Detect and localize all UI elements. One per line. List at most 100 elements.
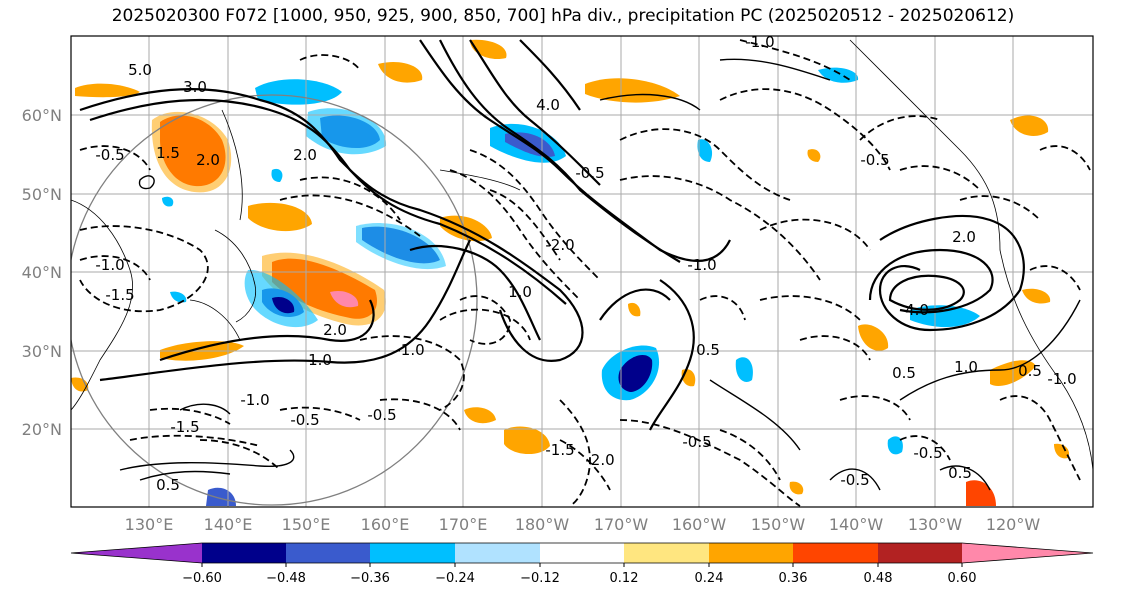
shade-blue	[255, 79, 342, 105]
lon-label: 160°W	[672, 515, 727, 534]
colorbar-tick-label: −0.36	[350, 571, 390, 586]
shade-orange	[248, 202, 312, 232]
contour-label: -2.0	[545, 236, 574, 254]
lon-label: 180°W	[515, 515, 570, 534]
colorbar: −0.60 −0.48 −0.36 −0.24 −0.12 0.12 0.24 0.36 0.4…	[70, 542, 1094, 586]
contour-label: 2.0	[323, 321, 347, 339]
divergence-contours	[79, 39, 1091, 507]
contour-label: -0.5	[95, 146, 124, 164]
shade-pink	[330, 290, 359, 308]
colorbar-tick-label: 0.36	[779, 571, 808, 586]
contour-label: 5.0	[128, 61, 152, 79]
lon-label: 130°W	[908, 515, 963, 534]
colorbar-segment	[878, 543, 962, 563]
shade-orange	[1054, 443, 1070, 459]
colorbar-segment	[709, 543, 793, 563]
colorbar-segment	[370, 543, 455, 563]
coastline	[439, 169, 521, 191]
contour-label: 1.0	[954, 358, 978, 376]
lat-label: 20°N	[22, 420, 62, 439]
shade-orange	[262, 252, 386, 326]
colorbar-tick-label: −0.48	[266, 571, 306, 586]
coastline	[849, 39, 1093, 471]
shade-blue	[735, 357, 753, 382]
precipitation-shading	[71, 39, 1070, 506]
shade-orange	[858, 324, 889, 351]
contour-label: 0.5	[1018, 362, 1042, 380]
contour-label: -1.0	[745, 33, 774, 51]
colorbar-tick-label: −0.12	[520, 571, 560, 586]
contour-label: -0.5	[575, 164, 604, 182]
colorbar-segment	[455, 543, 540, 563]
contour-label: -1.0	[1047, 370, 1076, 388]
shade-blue	[271, 168, 283, 182]
lon-label: 120°W	[986, 515, 1041, 534]
contour-label: 0.5	[948, 464, 972, 482]
colorbar-segment	[624, 543, 709, 563]
shade-orange	[789, 481, 804, 495]
shade-blue	[356, 223, 446, 270]
lon-label: 140°E	[204, 515, 253, 534]
contour-label: 1.0	[508, 283, 532, 301]
lon-label: 150°E	[282, 515, 331, 534]
shade-blue	[162, 196, 174, 207]
positive-contours	[79, 39, 1025, 431]
shade-orange	[464, 407, 496, 424]
contour-label: 1.0	[308, 351, 332, 369]
colorbar-tick-label: 0.60	[948, 571, 977, 586]
latitude-labels: 60°N 50°N 40°N 30°N 20°N	[22, 106, 62, 439]
contour-label: 4.0	[905, 301, 929, 319]
colorbar-segment	[286, 543, 370, 563]
contour-label: -0.5	[913, 444, 942, 462]
coastline	[221, 109, 243, 221]
contour-label: -1.5	[545, 441, 574, 459]
shade-blue	[697, 139, 713, 162]
map-frame	[70, 35, 1094, 508]
contour-label: 3.0	[183, 78, 207, 96]
shade-orange	[75, 83, 140, 98]
lat-label: 40°N	[22, 263, 62, 282]
shade-dblue	[272, 296, 295, 314]
contour-label: -0.5	[682, 433, 711, 451]
contour-label: -1.5	[170, 418, 199, 436]
contour-label: -2.0	[585, 451, 614, 469]
colorbar-tick-label: −0.60	[182, 571, 222, 586]
lon-label: 130°E	[125, 515, 174, 534]
lon-label: 160°E	[361, 515, 410, 534]
longitude-labels: 130°E 140°E 150°E 160°E 170°E 180°W 170°W 160°W…	[125, 515, 1041, 534]
contour-label: -1.0	[395, 341, 424, 359]
shade-orange	[585, 78, 680, 103]
lat-label: 60°N	[22, 106, 62, 125]
map-title: 2025020300 F072 [1000, 950, 925, 900, 85…	[111, 6, 1015, 26]
lat-label: 50°N	[22, 185, 62, 204]
contour-label: -1.0	[687, 256, 716, 274]
lon-label: 170°W	[594, 515, 649, 534]
colorbar-tick-label: 0.12	[610, 571, 639, 586]
coastlines	[71, 39, 1093, 471]
contour-label: 4.0	[536, 96, 560, 114]
contour-label: -0.5	[860, 151, 889, 169]
shade-orange	[807, 149, 821, 162]
colorbar-segment	[793, 543, 878, 563]
contour-label: -0.5	[840, 471, 869, 489]
coastline	[189, 299, 241, 341]
contour-label: -0.5	[290, 411, 319, 429]
colorbar-tick-label: 0.24	[695, 571, 724, 586]
shade-orange	[628, 302, 641, 317]
shade-orange	[1010, 115, 1049, 136]
map-grid	[71, 36, 1093, 507]
colorbar-segment	[202, 543, 286, 563]
shade-orange	[504, 426, 550, 455]
shade-orange	[378, 61, 423, 83]
lon-label: 170°E	[439, 515, 488, 534]
colorbar-extend-low	[71, 543, 202, 563]
thin-positive-contours	[119, 58, 1081, 491]
contour-label: 0.5	[696, 341, 720, 359]
shade-blue	[170, 291, 187, 303]
shade-orange	[1022, 288, 1051, 304]
colorbar-segment	[540, 543, 624, 563]
shade-blue	[887, 436, 903, 455]
contour-label: -0.5	[367, 406, 396, 424]
contour-label: 1.5	[156, 144, 180, 162]
